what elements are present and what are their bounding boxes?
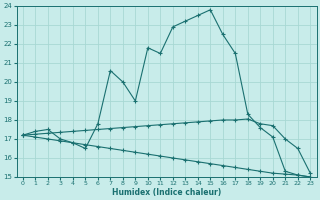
X-axis label: Humidex (Indice chaleur): Humidex (Indice chaleur) [112, 188, 221, 197]
